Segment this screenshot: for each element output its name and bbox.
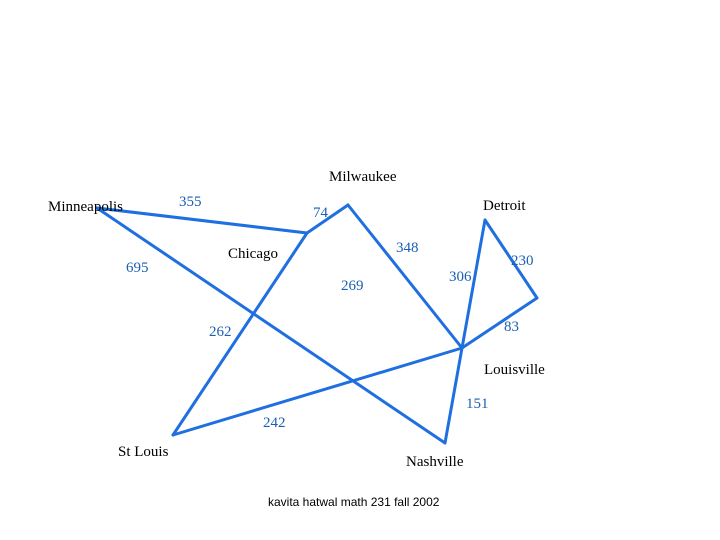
city-label: Louisville — [484, 362, 545, 378]
edge-weight: 306 — [449, 269, 472, 285]
footer: kavita hatwal math 231 fall 2002 — [268, 495, 440, 509]
city-label: St Louis — [118, 444, 169, 460]
edge-weight: 74 — [313, 205, 329, 221]
edge-weight: 83 — [504, 319, 519, 335]
edge — [346, 203, 464, 350]
edge-weight: 695 — [126, 260, 149, 276]
edge — [95, 206, 447, 445]
edge-weight: 348 — [396, 240, 419, 256]
city-label: Detroit — [483, 198, 526, 214]
edge-weight: 355 — [179, 194, 202, 210]
edge-weights: 355 74 348 695 269 306 230 83 262 151 24… — [126, 194, 534, 431]
city-labels: Minneapolis Milwaukee Detroit Chicago Lo… — [48, 169, 545, 470]
edge — [460, 296, 539, 350]
edges — [95, 203, 539, 445]
city-label: Minneapolis — [48, 199, 123, 215]
edge — [305, 203, 350, 235]
edge — [95, 206, 309, 235]
edge — [171, 346, 464, 437]
edge-weight: 242 — [263, 415, 286, 431]
edge-weight: 230 — [511, 253, 534, 269]
edge-weight: 262 — [209, 324, 232, 340]
edge — [443, 346, 464, 445]
edge — [460, 218, 487, 350]
edge — [483, 218, 539, 300]
edge-weight: 151 — [466, 396, 489, 412]
edge — [171, 231, 309, 437]
city-label: Milwaukee — [329, 169, 397, 185]
city-label: Chicago — [228, 246, 278, 262]
edge-weight: 269 — [341, 278, 364, 294]
city-label: Nashville — [406, 454, 464, 470]
